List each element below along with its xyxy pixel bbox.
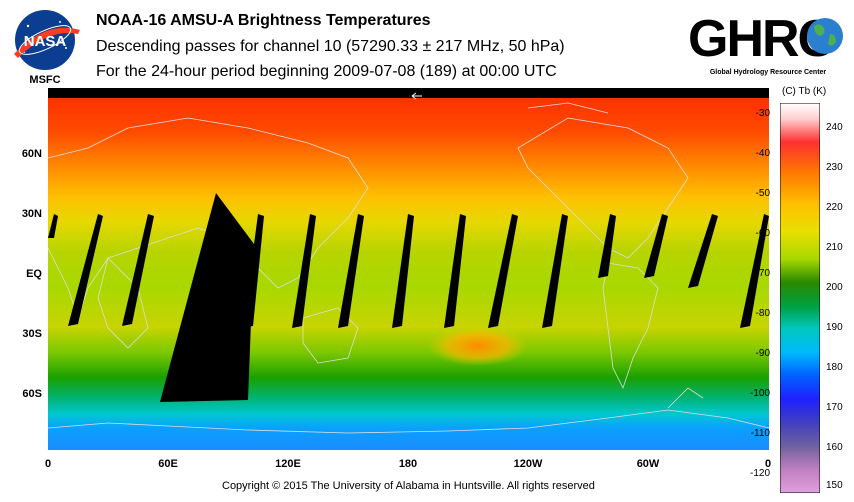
ghrc-caption: Global Hydrology Resource Center [710, 69, 827, 76]
colorbar-tick-k: 240 [826, 122, 843, 133]
polar-gap-band [48, 88, 769, 98]
lon-label-120e: 120E [275, 458, 301, 470]
colorbar-tick-k: 190 [826, 322, 843, 333]
color-scale-bar [780, 103, 820, 493]
nasa-logo: NASA MSFC [14, 10, 80, 86]
lat-label-eq: EQ [26, 268, 42, 280]
colorbar-tick-c: -100 [749, 388, 770, 399]
brightness-temperature-map [48, 88, 769, 450]
colorbar-tick-c: -40 [755, 148, 770, 159]
colorbar-tick-k: 230 [826, 162, 843, 173]
lon-label-0-right: 0 [764, 458, 772, 470]
page-title: NOAA-16 AMSU-A Brightness Temperatures [96, 12, 431, 29]
channel-subtitle: Descending passes for channel 10 (57290.… [96, 38, 565, 55]
colorbar-tick-c: -30 [755, 108, 770, 119]
colorbar-tick-c: -70 [755, 268, 770, 279]
nasa-logo-text: NASA [24, 33, 67, 50]
colorbar-tick-k: 200 [826, 282, 843, 293]
lat-label-30n: 30N [21, 208, 42, 220]
swath-gaps [48, 193, 769, 402]
colorbar-header: (C) Tb (K) [782, 86, 827, 97]
msfc-caption: MSFC [29, 74, 60, 86]
lat-label-60n: 60N [21, 148, 42, 160]
colorbar-tick-k: 150 [826, 480, 843, 491]
colorbar-tick-c: -110 [750, 428, 770, 439]
colorbar-tick-c: -80 [755, 308, 770, 319]
lon-label-60e: 60E [158, 458, 178, 470]
warm-anomaly [428, 326, 528, 366]
lat-label-30s: 30S [22, 328, 42, 340]
lon-label-120w: 120W [513, 458, 543, 470]
colorbar-tick-c: -120 [749, 468, 770, 479]
colorbar-tick-k: 180 [826, 362, 843, 373]
colorbar-tick-k: 160 [826, 442, 843, 453]
colorbar-tick-c: -60 [755, 228, 770, 239]
ghrc-logo: GHRC Global Hydrology Resource Center [688, 10, 843, 76]
lon-label-60w: 60W [636, 458, 660, 470]
lon-label-0-left: 0 [44, 458, 52, 470]
temperature-field [48, 88, 769, 450]
lon-label-180: 180 [398, 458, 418, 470]
colorbar-tick-k: 210 [826, 242, 843, 253]
colorbar-tick-c: -50 [755, 188, 770, 199]
colorbar-tick-k: 170 [826, 402, 843, 413]
colorbar-tick-c: -90 [755, 348, 770, 359]
orbit-arrow-icon [411, 92, 422, 100]
colorbar-tick-k: 220 [826, 202, 843, 213]
copyright-notice: Copyright © 2015 The University of Alaba… [222, 480, 595, 492]
lat-label-60s: 60S [22, 388, 42, 400]
period-subtitle: For the 24-hour period beginning 2009-07… [96, 63, 557, 80]
